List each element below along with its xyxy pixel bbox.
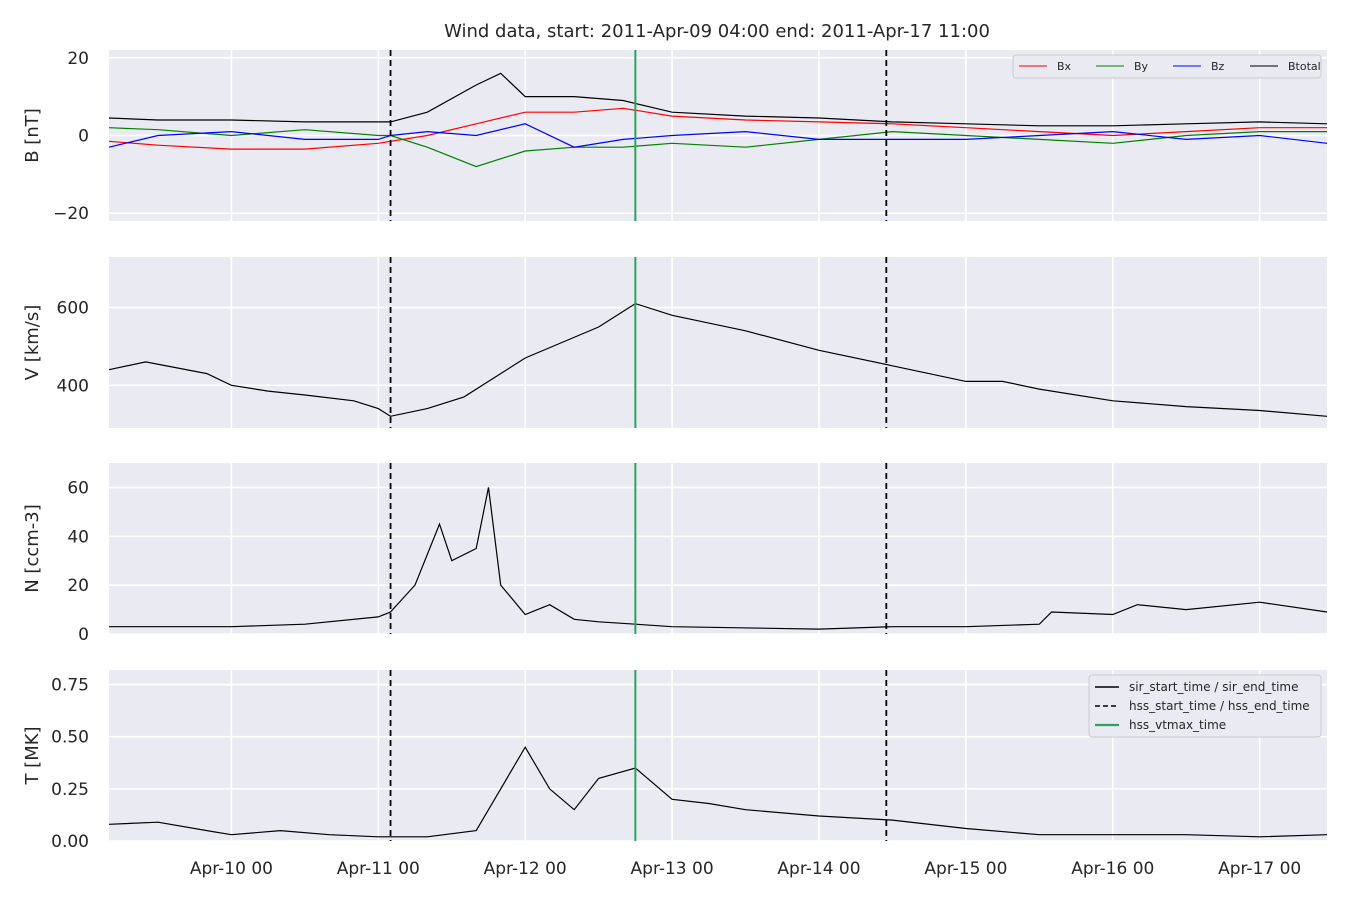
legend-event-markers: sir_start_time / sir_end_time hss_start_t… <box>1088 674 1322 738</box>
y-axis-label: N [ccm-3] <box>22 504 43 593</box>
legend-box <box>1012 54 1322 79</box>
series-line-by <box>108 127 1327 168</box>
x-tick-label: Apr-15 00 <box>924 859 1007 879</box>
series-line-bz <box>108 123 1328 148</box>
x-tick-label: Apr-12 00 <box>484 859 567 879</box>
legend-b-components: Bx By Bz Btotal <box>1012 54 1322 79</box>
panel-b: 20 0 −20 B [nT] Bx By Bz Btotal <box>22 49 1328 224</box>
y-tick-label: 0 <box>78 127 89 147</box>
series-line-btotal <box>108 72 1328 127</box>
legend-label: Bz <box>1211 60 1225 73</box>
y-tick-label: 60 <box>67 478 89 498</box>
y-tick-label: 20 <box>67 49 89 69</box>
panel-n: 60 40 20 0 N [ccm-3] <box>22 463 1328 645</box>
y-tick-label: 0 <box>78 625 89 645</box>
series-line <box>108 746 1328 838</box>
x-tick-label: Apr-16 00 <box>1071 859 1154 879</box>
panel-v: 600 400 V [km/s] <box>22 257 1328 428</box>
x-tick-label: Apr-13 00 <box>631 859 714 879</box>
legend-label: Btotal <box>1288 60 1321 73</box>
y-axis-label: B [nT] <box>22 108 43 163</box>
y-tick-label: 40 <box>67 527 89 547</box>
legend-label: hss_vtmax_time <box>1129 718 1226 732</box>
legend-label: By <box>1134 60 1149 73</box>
legend-label: sir_start_time / sir_end_time <box>1129 680 1299 694</box>
series-line <box>109 487 1328 630</box>
y-tick-label: −20 <box>53 204 89 224</box>
y-tick-label: 400 <box>57 376 89 396</box>
panel-t: 0.75 0.50 0.25 0.00 T [MK] sir_start_time / s… <box>22 670 1328 852</box>
x-tick-label: Apr-17 00 <box>1218 859 1301 879</box>
series-line-bx <box>108 107 1327 150</box>
y-tick-label: 600 <box>57 299 89 319</box>
y-tick-label: 0.00 <box>51 832 89 852</box>
x-axis-tick-labels: Apr-10 00 Apr-11 00 Apr-12 00 Apr-13 00 Apr-… <box>190 859 1301 879</box>
legend-box <box>1088 674 1322 738</box>
y-axis-label: T [MK] <box>22 726 43 785</box>
y-tick-label: 0.75 <box>51 676 89 696</box>
plot-area <box>109 463 1327 634</box>
y-tick-label: 0.50 <box>51 728 89 748</box>
x-tick-label: Apr-14 00 <box>777 859 860 879</box>
y-tick-label: 0.25 <box>51 780 89 800</box>
plot-area <box>109 257 1327 428</box>
legend-label: hss_start_time / hss_end_time <box>1129 699 1310 713</box>
x-tick-label: Apr-11 00 <box>337 859 420 879</box>
y-tick-label: 20 <box>67 576 89 596</box>
chart-title: Wind data, start: 2011-Apr-09 04:00 end:… <box>444 21 990 42</box>
x-tick-label: Apr-10 00 <box>190 859 273 879</box>
series-line <box>108 302 1328 417</box>
legend-label: Bx <box>1057 60 1072 73</box>
y-axis-label: V [km/s] <box>22 305 43 380</box>
